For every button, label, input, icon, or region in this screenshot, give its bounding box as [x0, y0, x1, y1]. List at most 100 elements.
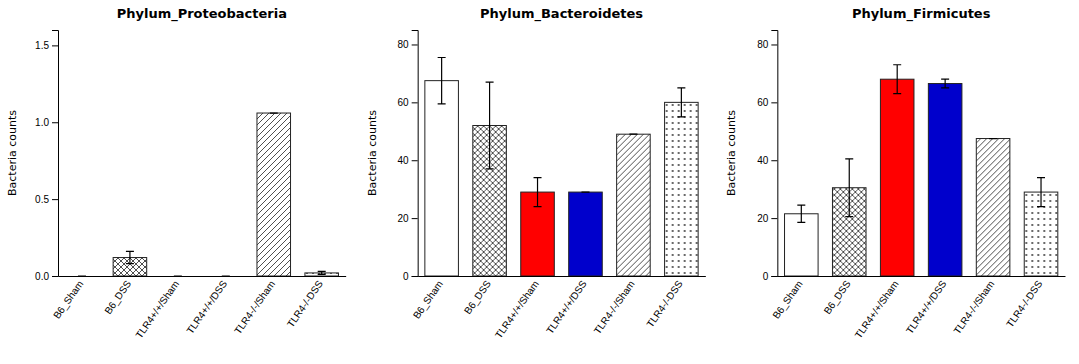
- y-tick: 20: [398, 213, 418, 224]
- x-tick: TLR4-/-/Sham: [232, 276, 277, 336]
- x-tick-label: TLR4+/+/DSS: [184, 278, 229, 336]
- chart-title: Phylum_Firmicutes: [852, 6, 991, 22]
- x-tick: B6_DSS: [102, 276, 133, 316]
- y-tick-label: 20: [398, 213, 410, 224]
- y-tick-label: 60: [398, 97, 410, 108]
- y-tick-mark: [771, 102, 777, 103]
- x-tick-label: TLR4-/-DSS: [644, 278, 684, 329]
- x-tick: TLR4+/+/Sham: [493, 276, 541, 340]
- error-bar: [677, 88, 685, 117]
- y-tick: 0.0: [35, 271, 58, 282]
- bar: [209, 276, 243, 277]
- x-tick-label: TLR4-/-/Sham: [232, 278, 277, 336]
- y-tick-mark: [412, 102, 418, 103]
- y-axis-title: Bacteria counts: [366, 110, 379, 196]
- x-tick: TLR4+/+/DSS: [544, 276, 589, 336]
- plot-area: [78, 113, 339, 276]
- x-tick-label: TLR4-/-/Sham: [592, 278, 637, 336]
- y-tick-mark: [771, 44, 777, 45]
- bar: [785, 214, 819, 276]
- x-axis-line: [778, 276, 1066, 277]
- y-tick-mark: [52, 276, 58, 277]
- x-tick: B6_Sham: [411, 276, 445, 321]
- error-bar: [941, 79, 949, 88]
- x-tick: TLR4-/-/Sham: [592, 276, 637, 336]
- x-tick: B6_DSS: [462, 276, 493, 316]
- x-tick-label: B6_DSS: [102, 278, 133, 316]
- x-axis: B6_ShamB6_DSSTLR4+/+/ShamTLR4+/+/DSSTLR4…: [51, 276, 346, 340]
- error-bar: [845, 159, 853, 217]
- y-tick-label: 1.0: [35, 117, 49, 128]
- x-tick: B6_Sham: [770, 276, 804, 321]
- y-axis: 020406080: [398, 31, 419, 282]
- error-bar: [78, 275, 86, 276]
- x-tick-label: B6_Sham: [770, 278, 804, 320]
- y-tick: 0: [403, 271, 418, 282]
- x-axis: B6_ShamB6_DSSTLR4+/+/ShamTLR4+/+/DSSTLR4…: [411, 276, 706, 340]
- y-tick-mark: [52, 199, 58, 200]
- chart-svg: 0.00.51.01.5B6_ShamB6_DSSTLR4+/+/ShamTLR…: [0, 0, 1079, 364]
- error-bar: [222, 275, 230, 276]
- y-tick: 20: [757, 213, 777, 224]
- bar: [425, 81, 459, 276]
- bar: [65, 276, 99, 277]
- y-axis-line: [412, 31, 419, 277]
- bar: [569, 192, 603, 276]
- y-tick-label: 40: [398, 155, 410, 166]
- panel: 020406080B6_ShamB6_DSSTLR4+/+/ShamTLR4+/…: [366, 6, 706, 340]
- y-tick-label: 60: [757, 97, 769, 108]
- plot-area: [785, 65, 1058, 276]
- y-axis-title: Bacteria counts: [725, 110, 738, 196]
- x-tick-label: TLR4-/-DSS: [1004, 278, 1044, 329]
- y-tick-mark: [52, 122, 58, 123]
- x-tick-label: TLR4+/+/DSS: [544, 278, 589, 336]
- y-tick-label: 40: [757, 155, 769, 166]
- x-axis-line: [59, 276, 347, 277]
- error-bar: [534, 178, 542, 207]
- y-tick-label: 80: [757, 39, 769, 50]
- error-bar: [581, 191, 589, 192]
- error-bar: [893, 65, 901, 94]
- y-tick: 0: [763, 271, 778, 282]
- x-tick-label: B6_DSS: [822, 278, 853, 316]
- error-bar: [126, 251, 134, 263]
- x-tick-label: TLR4+/+/Sham: [853, 278, 901, 340]
- y-axis: 0 20 40 60 80: [757, 31, 778, 282]
- y-tick-label: 1.5: [35, 40, 49, 51]
- error-bar: [174, 275, 182, 276]
- y-tick-label: 0: [763, 271, 769, 282]
- y-tick: 1.5: [35, 40, 58, 51]
- x-tick-label: TLR4+/+/Sham: [493, 278, 541, 340]
- y-tick: 80: [757, 39, 777, 50]
- y-tick-mark: [412, 160, 418, 161]
- x-tick: B6_Sham: [51, 276, 85, 321]
- x-tick: TLR4-/-/Sham: [951, 276, 996, 336]
- bar: [161, 276, 195, 277]
- y-tick-label: 0: [403, 271, 409, 282]
- x-tick: TLR4+/+/Sham: [133, 276, 181, 340]
- x-tick-label: B6_Sham: [411, 278, 445, 320]
- bar: [617, 134, 651, 276]
- x-tick: B6_DSS: [822, 276, 853, 316]
- y-axis-title: Bacteria counts: [6, 110, 19, 196]
- y-tick: 60: [757, 97, 777, 108]
- chart-title: Phylum_Bacteroidetes: [480, 6, 643, 22]
- x-tick: TLR4-/-DSS: [1004, 276, 1044, 329]
- y-tick-mark: [412, 276, 418, 277]
- y-tick: 40: [398, 155, 418, 166]
- x-tick-label: TLR4-/-DSS: [285, 278, 325, 329]
- x-tick-label: TLR4+/+/Sham: [133, 278, 181, 340]
- plot-area: [425, 57, 698, 276]
- y-tick: 1.0: [35, 117, 58, 128]
- x-tick: TLR4+/+/Sham: [853, 276, 901, 340]
- y-tick: 60: [398, 97, 418, 108]
- chart-title: Phylum_Proteobacteria: [117, 6, 287, 22]
- x-tick: TLR4+/+/DSS: [904, 276, 949, 336]
- bar: [880, 79, 914, 276]
- y-tick-label: 0.5: [35, 194, 49, 205]
- error-bar: [270, 112, 278, 113]
- y-tick-mark: [52, 45, 58, 46]
- x-tick: TLR4+/+/DSS: [184, 276, 229, 336]
- y-tick: 0.5: [35, 194, 58, 205]
- y-axis: 0.0 0.5 1.0 1.5: [35, 31, 58, 282]
